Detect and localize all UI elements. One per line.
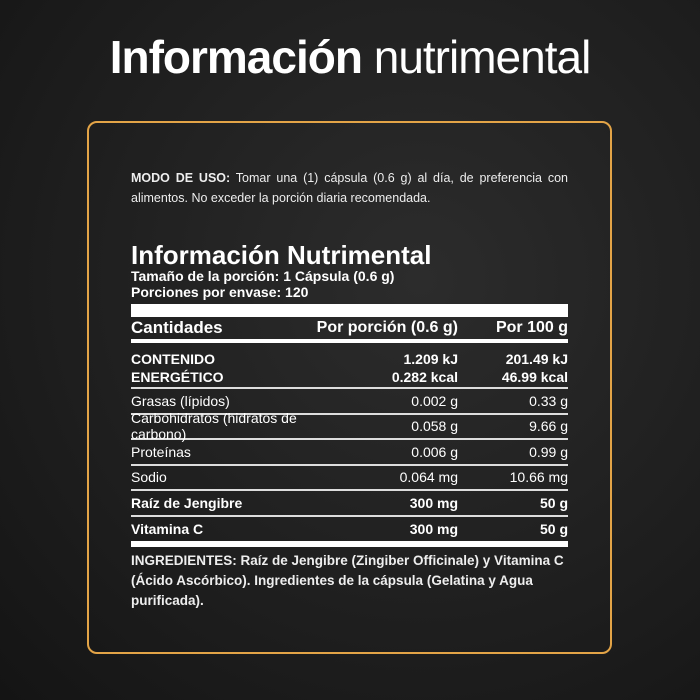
energy-label-2: ENERGÉTICO	[131, 369, 224, 385]
nutrient-name: Vitamina C	[131, 521, 204, 538]
energy-kcal-100: 46.99 kcal	[501, 369, 568, 385]
col-per-serving: Por porción (0.6 g)	[316, 319, 458, 336]
serving-info: Tamaño de la porción: 1 Cápsula (0.6 g) …	[131, 268, 568, 300]
per-100-value: 0.33 g	[529, 392, 568, 409]
table-row: Proteínas 0.006 g 0.99 g	[131, 440, 568, 466]
table-row: Sodio 0.064 mg 10.66 mg	[131, 466, 568, 491]
title-light: nutrimental	[373, 31, 592, 83]
nutrient-name: Proteínas	[131, 443, 191, 460]
energy-kj-100: 201.49 kJ	[505, 351, 568, 367]
per-100-value: 0.99 g	[529, 443, 568, 460]
table-header: Cantidades Por porción (0.6 g) Por 100 g	[131, 317, 568, 343]
col-per-100: Por 100 g	[495, 319, 568, 336]
title-bold: Información	[109, 31, 363, 83]
per-serving-value: 300 mg	[409, 494, 458, 511]
serving-size: Tamaño de la porción: 1 Cápsula (0.6 g)	[131, 268, 395, 284]
usage-instructions: MODO DE USO: Tomar una (1) cápsula (0.6 …	[131, 168, 568, 208]
usage-text: Tomar una (1) cápsula (0.6 g) al día, de…	[131, 171, 568, 205]
servings-per-container: Porciones por envase: 120	[131, 284, 309, 300]
col-amounts: Cantidades	[131, 318, 223, 337]
per-serving-value: 300 mg	[409, 521, 458, 538]
per-100-value: 50 g	[539, 494, 568, 511]
usage-label: MODO DE USO:	[131, 171, 231, 185]
nutrient-name: Carbohidratos (hidratos de carbono)	[131, 410, 297, 443]
per-100-value: 10.66 mg	[509, 469, 568, 486]
table-row: Carbohidratos (hidratos de carbono) 0.058…	[131, 410, 568, 442]
per-serving-value: 0.002 g	[411, 392, 458, 409]
divider-bottom	[131, 541, 568, 547]
table-row: Vitamina C 300 mg 50 g	[131, 517, 568, 543]
table-row: Grasas (lípidos) 0.002 g 0.33 g	[131, 389, 568, 415]
table-row-energy: CONTENIDO ENERGÉTICO 1.209 kJ 0.282 kcal 2…	[131, 348, 568, 389]
energy-kcal: 0.282 kcal	[391, 369, 458, 385]
per-100-value: 9.66 g	[529, 418, 568, 435]
nutrient-name: Sodio	[131, 469, 167, 486]
ingredients: INGREDIENTES: Raíz de Jengibre (Zingiber…	[131, 553, 564, 608]
per-serving-value: 0.006 g	[411, 443, 458, 460]
nutrition-card	[87, 121, 612, 654]
panel-heading: Información Nutrimental	[131, 240, 432, 270]
energy-kj: 1.209 kJ	[403, 351, 459, 367]
nutrient-name: Grasas (lípidos)	[131, 392, 230, 409]
divider-thick	[131, 304, 568, 317]
energy-label-1: CONTENIDO	[131, 351, 215, 367]
per-serving-value: 0.064 mg	[399, 469, 458, 486]
per-100-value: 50 g	[539, 521, 568, 538]
table-row: Raíz de Jengibre 300 mg 50 g	[131, 491, 568, 517]
nutrient-name: Raíz de Jengibre	[131, 494, 243, 511]
page-title: Información nutrimental	[0, 30, 700, 84]
per-serving-value: 0.058 g	[411, 418, 458, 435]
